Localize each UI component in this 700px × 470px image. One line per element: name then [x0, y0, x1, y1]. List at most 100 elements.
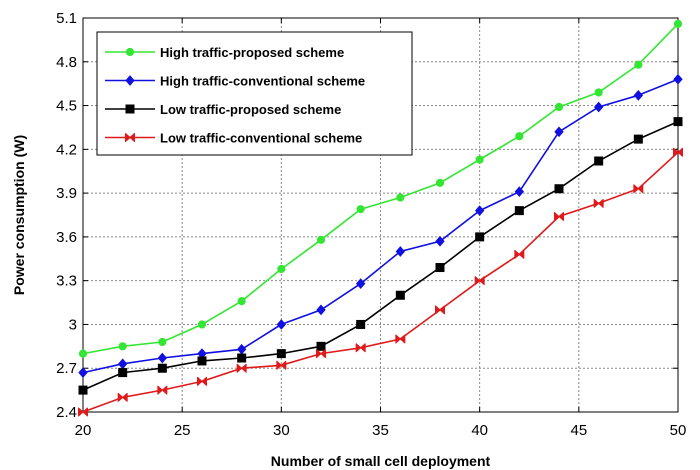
- data-point-marker: [125, 133, 135, 142]
- data-point-marker: [158, 337, 167, 347]
- data-point-marker: [355, 343, 366, 353]
- data-point-marker: [475, 232, 485, 242]
- data-point-marker: [395, 334, 406, 344]
- data-point-marker: [118, 368, 128, 378]
- data-point-marker: [396, 193, 405, 202]
- series-4: [78, 147, 683, 417]
- y-tick-label: 3.3: [56, 273, 77, 290]
- data-point-marker: [634, 60, 643, 69]
- data-point-marker: [435, 305, 445, 315]
- legend-label: Low traffic-conventional scheme: [160, 131, 362, 146]
- data-point-marker: [395, 290, 405, 300]
- data-point-marker: [594, 101, 604, 113]
- y-tick-label: 3.6: [56, 229, 77, 246]
- data-point-marker: [157, 385, 168, 395]
- data-point-marker: [356, 319, 366, 329]
- data-point-marker: [554, 102, 564, 112]
- data-point-marker: [474, 276, 485, 286]
- data-point-marker: [356, 205, 365, 214]
- data-point-marker: [78, 407, 88, 417]
- data-point-marker: [125, 104, 135, 114]
- series-line: [82, 120, 679, 391]
- data-point-marker: [197, 356, 207, 366]
- data-point-marker: [276, 360, 287, 370]
- x-tick-label: 20: [75, 422, 92, 439]
- data-point-marker: [316, 341, 326, 351]
- data-point-marker: [117, 392, 128, 402]
- data-point-marker: [515, 132, 524, 141]
- data-point-marker: [78, 367, 88, 378]
- x-tick-label: 40: [471, 422, 488, 439]
- x-tick-label: 35: [372, 422, 389, 439]
- y-tick-label: 3.9: [56, 185, 77, 202]
- series-3: [78, 117, 683, 395]
- y-tick-label: 4.5: [56, 98, 77, 115]
- data-point-marker: [276, 349, 286, 359]
- data-point-marker: [316, 304, 326, 316]
- data-point-marker: [673, 147, 683, 157]
- legend-label: Low traffic-proposed scheme: [160, 102, 341, 117]
- data-point-marker: [118, 342, 127, 351]
- y-tick-label: 2.7: [56, 360, 77, 377]
- x-axis-label: Number of small cell deployment: [271, 453, 491, 469]
- data-point-marker: [276, 319, 286, 330]
- y-tick-label: 4.2: [56, 141, 77, 158]
- data-point-marker: [554, 184, 564, 194]
- y-tick-label: 5.1: [56, 10, 77, 27]
- data-point-marker: [475, 155, 484, 164]
- data-point-marker: [594, 156, 604, 166]
- data-point-marker: [514, 249, 525, 259]
- data-point-marker: [514, 206, 524, 216]
- legend-label: High traffic-proposed scheme: [160, 45, 344, 60]
- axis-ticks: 20 25 30 35 40 45 50 2.4 2.7 3 3.3 3.6 3.9 4.2 4.5 4.8 5…: [56, 10, 686, 439]
- data-point-marker: [395, 246, 405, 257]
- data-point-marker: [237, 343, 247, 355]
- data-point-marker: [157, 352, 167, 364]
- y-tick-label: 3: [69, 316, 77, 333]
- series-2: [78, 73, 683, 378]
- legend-item: Low traffic-conventional scheme: [105, 131, 362, 146]
- data-point-marker: [125, 75, 135, 86]
- data-point-marker: [157, 363, 167, 373]
- data-point-marker: [673, 117, 683, 127]
- data-point-marker: [237, 296, 246, 306]
- data-point-marker: [435, 263, 445, 273]
- data-point-marker: [316, 349, 326, 359]
- data-point-marker: [475, 205, 485, 216]
- data-point-marker: [237, 353, 247, 363]
- data-point-marker: [197, 376, 207, 386]
- data-point-marker: [435, 235, 445, 247]
- series-group: [78, 19, 683, 417]
- data-point-marker: [554, 126, 564, 138]
- data-point-marker: [594, 88, 603, 97]
- data-point-marker: [633, 134, 643, 144]
- data-point-marker: [197, 320, 207, 329]
- y-tick-label: 2.4: [56, 404, 77, 421]
- data-point-marker: [554, 211, 564, 221]
- data-point-marker: [673, 19, 683, 28]
- x-tick-label: 50: [670, 422, 687, 439]
- data-point-marker: [514, 186, 524, 198]
- x-tick-label: 30: [273, 422, 290, 439]
- series-1: [78, 19, 683, 358]
- x-tick-label: 25: [174, 422, 191, 439]
- data-point-marker: [435, 178, 445, 187]
- data-point-marker: [78, 385, 88, 395]
- y-axis-label: Power consumption (W): [11, 135, 27, 295]
- data-point-marker: [125, 47, 135, 57]
- data-point-marker: [118, 358, 128, 370]
- series-line: [82, 151, 679, 413]
- legend-item: High traffic-conventional scheme: [105, 74, 365, 89]
- legend-label: High traffic-conventional scheme: [160, 74, 365, 89]
- x-tick-label: 45: [570, 422, 587, 439]
- data-point-marker: [277, 264, 286, 274]
- data-point-marker: [593, 198, 604, 208]
- data-point-marker: [236, 363, 247, 373]
- data-point-marker: [78, 349, 88, 358]
- data-point-marker: [316, 235, 326, 244]
- data-point-marker: [633, 184, 644, 194]
- data-point-marker: [633, 89, 643, 101]
- legend: High traffic-proposed scheme High traffic…: [96, 31, 413, 156]
- data-point-marker: [673, 73, 683, 85]
